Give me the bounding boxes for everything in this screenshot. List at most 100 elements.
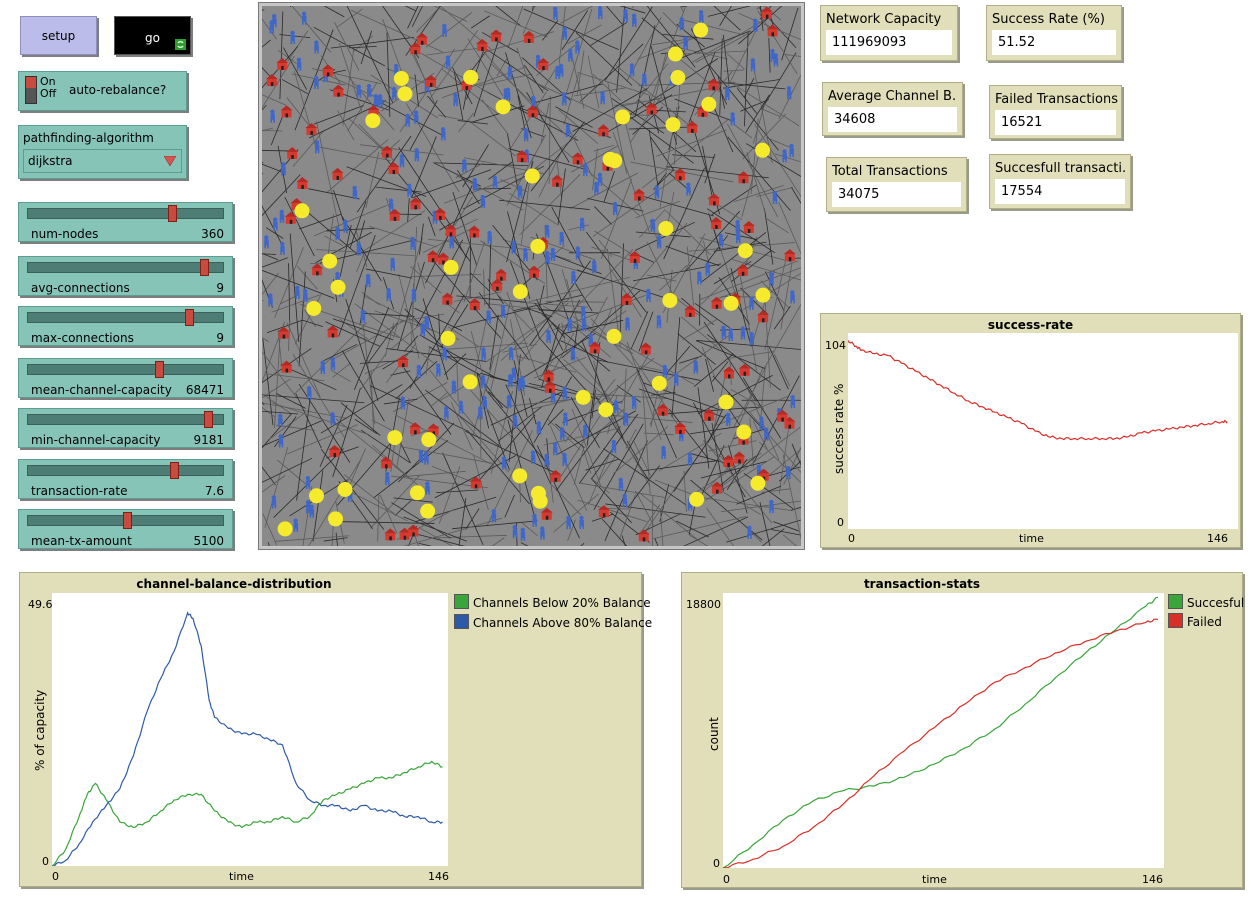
channel-link [725, 232, 758, 240]
switch-track[interactable] [25, 76, 37, 104]
channel-link [550, 332, 575, 377]
slider-avg-connections[interactable]: avg-connections 9 [18, 256, 233, 296]
channel-link [509, 394, 614, 407]
channel-link [736, 485, 782, 505]
channel-link [289, 6, 292, 8]
slider-mean-tx-amount[interactable]: mean-tx-amount 5100 [18, 509, 233, 549]
person-node-icon [472, 177, 478, 192]
channel-link [718, 455, 757, 488]
slider-thumb[interactable] [154, 361, 164, 378]
person-node-icon [512, 524, 518, 539]
series-line-failed [723, 618, 1159, 868]
person-node-icon [343, 219, 348, 233]
person-node-icon [264, 235, 269, 249]
slider-thumb[interactable] [184, 309, 194, 326]
channel-link [407, 6, 419, 29]
channel-link [696, 340, 801, 350]
channel-link [606, 94, 673, 133]
channel-link [551, 484, 581, 515]
channel-link [773, 353, 790, 387]
person-node-icon [611, 439, 617, 454]
channel-link [612, 131, 651, 233]
channel-link [429, 534, 507, 539]
channel-link [679, 355, 702, 364]
go-button[interactable]: go [114, 16, 191, 55]
chooser-dropdown[interactable]: dijkstra [23, 149, 182, 173]
slider-min-channel-capacity[interactable]: min-channel-capacity 9181 [18, 408, 233, 448]
channel-link [411, 532, 466, 546]
channel-link [778, 202, 801, 255]
transaction-dot [718, 394, 734, 410]
channel-link [640, 493, 698, 540]
slider-track[interactable] [27, 364, 224, 375]
channel-link [456, 359, 459, 402]
slider-thumb[interactable] [122, 512, 132, 529]
setup-button[interactable]: setup [20, 16, 97, 55]
person-node-icon [566, 515, 571, 530]
slider-mean-channel-capacity[interactable]: mean-channel-capacity 68471 [18, 358, 233, 398]
channel-link [764, 303, 801, 369]
person-node-icon [290, 30, 295, 44]
channel-link [298, 271, 306, 367]
slider-track[interactable] [27, 312, 224, 323]
world-view[interactable] [258, 2, 805, 550]
channel-link [562, 400, 623, 423]
channel-link [345, 488, 408, 522]
channel-link [577, 71, 651, 96]
slider-transaction-rate[interactable]: transaction-rate 7.6 [18, 459, 233, 499]
pathfinding-algorithm-chooser[interactable]: pathfinding-algorithm dijkstra [18, 125, 187, 179]
channel-link [579, 43, 644, 102]
slider-thumb[interactable] [169, 462, 179, 479]
channel-link [397, 261, 425, 350]
slider-max-connections[interactable]: max-connections 9 [18, 306, 233, 346]
channel-link [262, 394, 365, 404]
channel-link [418, 542, 433, 546]
channel-link [534, 82, 626, 124]
channel-link [523, 8, 619, 50]
slider-track[interactable] [27, 414, 224, 425]
channel-link [441, 66, 527, 99]
slider-track[interactable] [27, 208, 224, 219]
person-node-icon [270, 109, 275, 123]
slider-thumb[interactable] [199, 259, 209, 276]
person-node-icon [656, 315, 662, 329]
slider-value: 9 [216, 331, 224, 345]
slider-thumb[interactable] [168, 205, 177, 222]
channel-link [504, 494, 515, 518]
channel-link [639, 504, 661, 535]
channel-link [703, 440, 773, 524]
person-node-icon [501, 456, 507, 470]
person-node-icon [545, 250, 550, 265]
slider-track[interactable] [27, 465, 224, 476]
house-node-icon [305, 123, 318, 136]
channel-link [746, 152, 767, 215]
channel-link [369, 385, 469, 432]
slider-label: mean-tx-amount [31, 534, 132, 548]
y-max-tick: 18800 [686, 598, 721, 611]
slider-thumb[interactable] [203, 411, 213, 428]
house-node-icon [684, 304, 697, 317]
chooser-label: pathfinding-algorithm [23, 131, 154, 145]
channel-link [487, 391, 508, 409]
house-node-icon [711, 481, 724, 494]
channel-link [332, 362, 351, 378]
channel-link [702, 145, 713, 196]
slider-track[interactable] [27, 262, 224, 273]
house-node-icon [528, 265, 541, 278]
channel-link [298, 213, 342, 230]
channel-link [790, 186, 801, 204]
slider-num-nodes[interactable]: num-nodes 360 [18, 202, 233, 242]
channel-link [555, 431, 601, 491]
person-node-icon [597, 172, 603, 186]
transaction-dot [440, 330, 456, 346]
channel-link [785, 257, 801, 260]
transaction-dot [693, 22, 709, 38]
auto-rebalance-switch[interactable]: On Off auto-rebalance? [18, 71, 187, 111]
channel-link [779, 460, 801, 482]
channel-link [561, 319, 624, 335]
channel-link [463, 241, 486, 303]
channel-link [633, 441, 651, 476]
person-node-icon [540, 526, 545, 540]
person-node-icon [330, 357, 336, 371]
channel-link [680, 6, 689, 8]
